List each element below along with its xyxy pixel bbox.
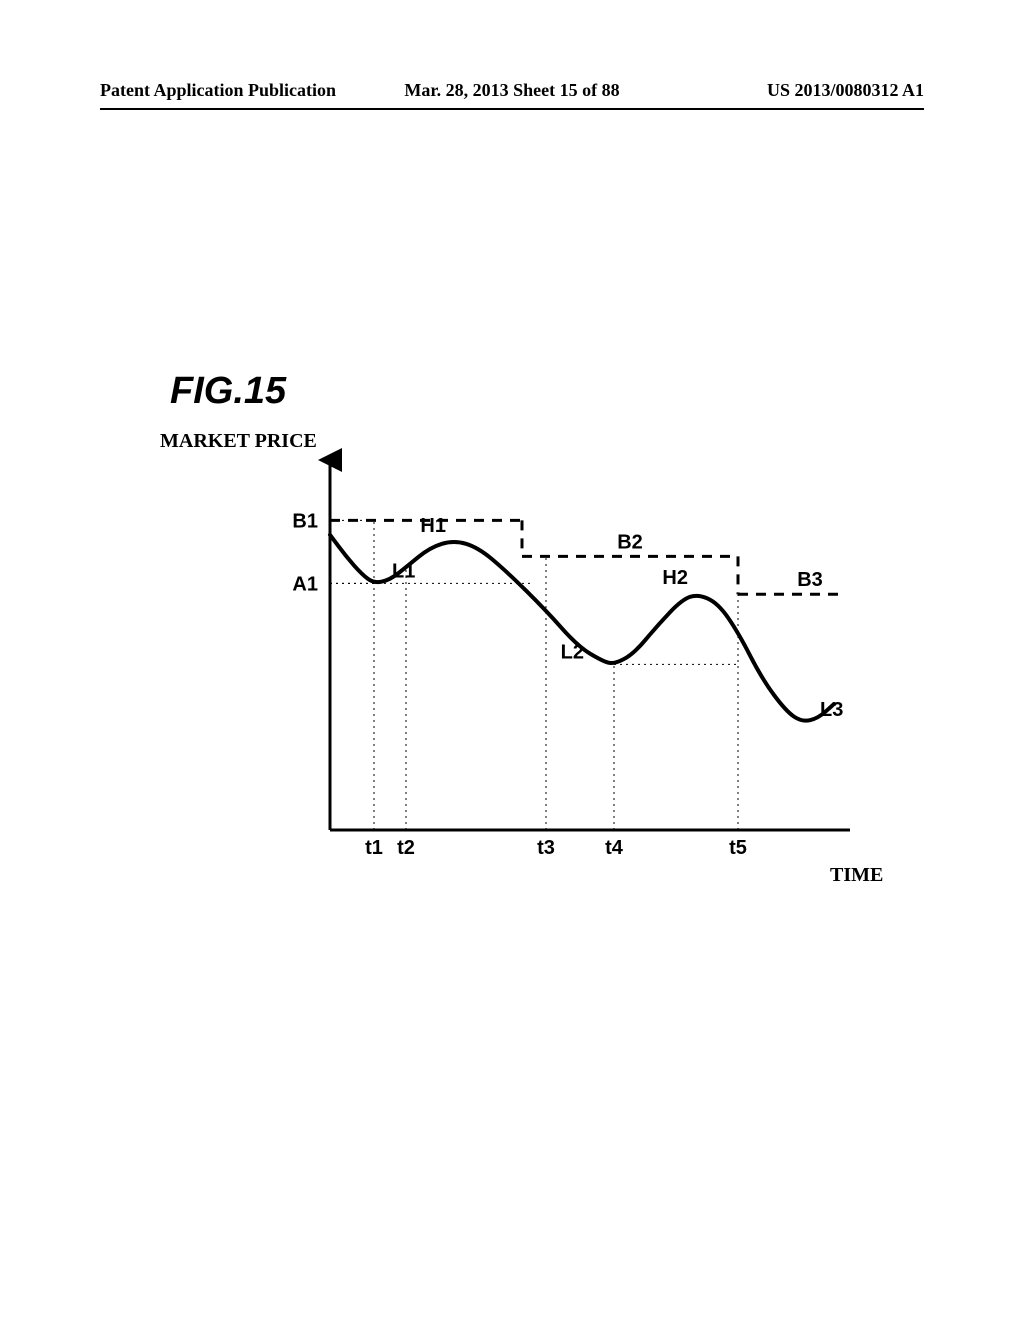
svg-text:t5: t5 (729, 837, 747, 859)
figure-label: FIG.15 (170, 370, 286, 413)
svg-text:H2: H2 (662, 567, 688, 589)
svg-text:B3: B3 (797, 569, 823, 591)
svg-text:L1: L1 (392, 560, 415, 582)
y-axis-label: MARKET PRICE (160, 430, 317, 453)
svg-text:t4: t4 (605, 837, 624, 859)
svg-text:t1: t1 (365, 837, 383, 859)
chart-svg: B2 B3 H1 L1 H2 L2 L3 B1 A1 t1 t2 t3 t4 t5 (160, 430, 850, 890)
chart: MARKET PRICE B2 B3 H1 L1 H2 L2 L3 B1 A1 t1 t2 t3 t4 t… (160, 430, 850, 890)
header-rule (100, 108, 924, 110)
svg-text:A1: A1 (292, 573, 318, 595)
svg-text:L2: L2 (561, 641, 584, 663)
svg-text:B2: B2 (617, 531, 643, 553)
svg-text:L3: L3 (820, 699, 843, 721)
x-axis-label: TIME (830, 864, 883, 887)
svg-text:H1: H1 (420, 515, 446, 537)
header-center: Mar. 28, 2013 Sheet 15 of 88 (100, 80, 924, 101)
svg-text:B1: B1 (292, 510, 318, 532)
svg-text:t3: t3 (537, 837, 555, 859)
svg-text:t2: t2 (397, 837, 415, 859)
